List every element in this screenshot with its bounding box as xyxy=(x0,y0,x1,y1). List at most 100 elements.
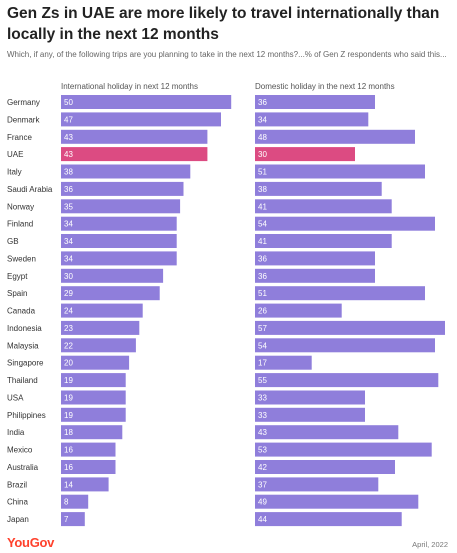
bar xyxy=(61,425,123,440)
bar xyxy=(61,512,85,527)
bar xyxy=(255,251,375,266)
category-label: Germany xyxy=(7,98,40,107)
bar xyxy=(255,268,375,283)
category-label: USA xyxy=(7,394,24,403)
bar xyxy=(61,477,109,492)
category-label: Philippines xyxy=(7,411,46,420)
bar-value-label: 33 xyxy=(258,394,267,403)
bar xyxy=(61,373,126,388)
bar-value-label: 26 xyxy=(258,307,267,316)
bar xyxy=(255,320,445,335)
bar xyxy=(255,442,432,457)
category-label: France xyxy=(7,133,32,142)
bar-value-label: 43 xyxy=(64,150,73,159)
bar xyxy=(61,216,177,231)
bar xyxy=(61,286,160,301)
category-label: Malaysia xyxy=(7,341,39,350)
bar-value-label: 48 xyxy=(258,133,267,142)
bar-value-label: 23 xyxy=(64,324,73,333)
bar-value-label: 19 xyxy=(64,394,73,403)
bar-value-label: 51 xyxy=(258,289,267,298)
bar-value-label: 7 xyxy=(64,515,69,524)
bar xyxy=(61,494,89,509)
chart-title: Gen Zs in UAE are more likely to travel … xyxy=(7,5,440,43)
bar xyxy=(255,234,392,248)
category-label: Finland xyxy=(7,220,33,229)
bar-value-label: 14 xyxy=(64,480,73,489)
category-label: India xyxy=(7,428,25,437)
bar xyxy=(255,338,435,353)
bar-value-label: 36 xyxy=(258,98,267,107)
category-label: Mexico xyxy=(7,446,33,455)
bar-value-label: 29 xyxy=(64,289,73,298)
category-labels: Germany Denmark France UAE Italy Saudi Arabia… xyxy=(7,98,53,524)
bar-value-label: 19 xyxy=(64,376,73,385)
bar xyxy=(255,216,435,231)
bar-value-label: 22 xyxy=(64,341,73,350)
bar-value-label: 19 xyxy=(64,411,73,420)
category-label: Brazil xyxy=(7,480,27,489)
bar-value-label: 42 xyxy=(258,463,267,472)
category-label: UAE xyxy=(7,150,23,159)
category-label: Indonesia xyxy=(7,324,42,333)
bar-value-label: 16 xyxy=(64,463,73,472)
bar-value-label: 20 xyxy=(64,359,73,368)
bar-value-label: 57 xyxy=(258,324,267,333)
bar-value-label: 30 xyxy=(258,150,267,159)
category-label: Japan xyxy=(7,515,29,524)
bar xyxy=(61,303,143,318)
bar-value-label: 37 xyxy=(258,480,267,489)
category-label: Spain xyxy=(7,289,27,298)
bar xyxy=(255,425,399,440)
category-label: Canada xyxy=(7,307,36,316)
bar-value-label: 8 xyxy=(64,498,69,507)
bar-value-label: 36 xyxy=(258,254,267,263)
bar-value-label: 53 xyxy=(258,446,267,455)
bar-value-label: 17 xyxy=(258,359,267,368)
bar-value-label: 43 xyxy=(258,428,267,437)
yougov-logo: YouGov xyxy=(7,535,55,550)
bar xyxy=(61,181,184,196)
bar-value-label: 55 xyxy=(258,376,267,385)
bar xyxy=(61,355,130,370)
bar xyxy=(255,477,379,492)
bar xyxy=(255,373,439,388)
bar-value-label: 51 xyxy=(258,168,267,177)
category-label: GB xyxy=(7,237,19,246)
bar xyxy=(61,320,140,335)
bar xyxy=(61,164,191,179)
bar xyxy=(61,112,221,127)
bar-value-label: 47 xyxy=(64,115,73,124)
bar xyxy=(255,95,375,109)
bar-value-label: 49 xyxy=(258,498,267,507)
bar-value-label: 43 xyxy=(64,133,73,142)
bar-value-label: 30 xyxy=(64,272,73,281)
category-label: Italy xyxy=(7,168,22,177)
category-label: China xyxy=(7,498,28,507)
bar xyxy=(61,95,232,109)
bar-value-label: 35 xyxy=(64,202,73,211)
bar xyxy=(61,460,116,474)
bar xyxy=(61,268,164,283)
bar xyxy=(255,286,425,301)
bar-value-label: 24 xyxy=(64,307,73,316)
bar xyxy=(255,355,312,370)
bar xyxy=(61,442,116,457)
bar xyxy=(255,303,342,318)
international-bars: 50 47 43 43 38 36 35 34 34 34 30 29 24 23 22 20 19 19 19 18… xyxy=(61,95,232,527)
category-label: Thailand xyxy=(7,376,38,385)
bar xyxy=(255,390,365,405)
bar xyxy=(61,407,126,422)
bar-value-label: 41 xyxy=(258,237,267,246)
bar-value-label: 54 xyxy=(258,341,267,350)
bar-value-label: 41 xyxy=(258,202,267,211)
bar-value-label: 50 xyxy=(64,98,73,107)
bar-value-label: 36 xyxy=(258,272,267,281)
bar-value-label: 38 xyxy=(258,185,267,194)
category-label: Sweden xyxy=(7,254,36,263)
bar xyxy=(255,147,355,162)
bar xyxy=(61,199,181,214)
bar-value-label: 34 xyxy=(64,220,73,229)
bar xyxy=(255,512,402,527)
